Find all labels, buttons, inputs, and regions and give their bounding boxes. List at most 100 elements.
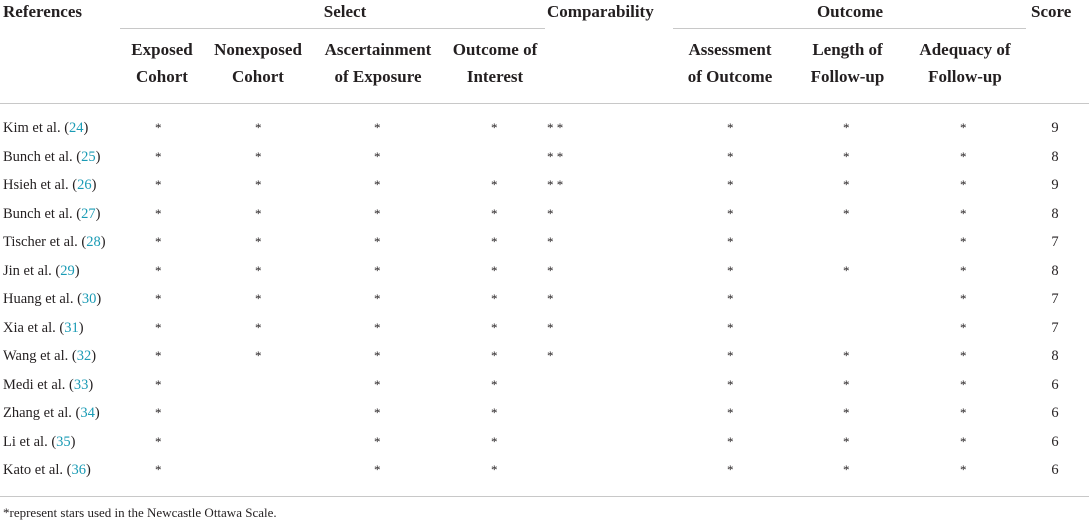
comparability-cell: * (547, 262, 554, 278)
reference-author: Jin et al. ( (3, 262, 61, 279)
ascertainment-cell: * (374, 348, 381, 363)
exposed-cohort-cell: * (155, 148, 162, 164)
adequacy-cell: * (960, 234, 967, 249)
length-of-follow-up-cell: * (843, 376, 850, 392)
score-cell: 7 (1051, 291, 1059, 307)
header-outcome: Outcome (816, 2, 884, 21)
header-adequacy-of-follow-up: Adequacy of Follow-up (919, 40, 1011, 86)
citation-link[interactable]: 34 (80, 405, 95, 421)
score-cell: 9 (1051, 177, 1059, 193)
ascertainment-cell: * (374, 177, 381, 192)
reference-author: Kato et al. ( (3, 462, 72, 478)
outcome-of-interest-cell: * (491, 433, 498, 449)
table-row: Kato et al. (36) * * * * * * 6 (0, 456, 1089, 484)
comparability-cell: * * (547, 120, 564, 135)
score-cell: 6 (1051, 433, 1059, 450)
assessment-cell: * (727, 433, 734, 449)
reference-close-paren: ) (74, 262, 80, 279)
ascertainment-cell: * (374, 262, 381, 278)
reference-author: Kim et al. ( (3, 120, 70, 136)
reference-cell: Li et al. (35) (3, 428, 76, 456)
reference-author: Bunch et al. ( (3, 205, 82, 222)
header-ascertainment-of-exposure: Ascertainment of Exposure (324, 40, 432, 86)
table-row: Li et al. (35) * * * * * * 6 (0, 428, 1089, 456)
ascertainment-cell: * (374, 234, 381, 249)
adequacy-cell: * (960, 177, 967, 192)
reference-close-paren: ) (95, 205, 101, 222)
assessment-cell: * (727, 405, 734, 420)
assessment-cell: * (727, 376, 734, 392)
reference-close-paren: ) (85, 462, 91, 478)
reference-close-paren: ) (95, 148, 101, 165)
assessment-cell: * (727, 148, 734, 164)
adequacy-cell: * (960, 405, 967, 420)
citation-link[interactable]: 33 (73, 376, 89, 393)
reference-cell: Wang et al. (32) (3, 342, 96, 370)
outcome-of-interest-cell: * (491, 291, 498, 306)
adequacy-cell: * (960, 148, 967, 164)
table-row: Kim et al. (24) * * * * * * * * * 9 (0, 114, 1089, 142)
exposed-cohort-cell: * (155, 177, 162, 192)
citation-link[interactable]: 36 (71, 462, 86, 478)
comparability-cell: * (547, 234, 554, 249)
table-row: Hsieh et al. (26) * * * * * * * * * 9 (0, 171, 1089, 199)
table-footnote: *represent stars used in the Newcastle O… (3, 505, 277, 520)
length-of-follow-up-cell: * (843, 462, 850, 477)
reference-cell: Kim et al. (24) (3, 114, 88, 142)
adequacy-cell: * (960, 319, 967, 335)
ascertainment-cell: * (374, 291, 381, 306)
citation-link[interactable]: 35 (56, 433, 71, 450)
header-comparability: Comparability (547, 2, 654, 21)
header-score: Score (1031, 2, 1072, 21)
exposed-cohort-cell: * (155, 120, 162, 135)
outcome-of-interest-cell: * (491, 348, 498, 363)
nonexposed-cohort-cell: * (255, 348, 262, 363)
citation-link[interactable]: 25 (81, 148, 96, 165)
score-cell: 9 (1051, 120, 1059, 136)
adequacy-cell: * (960, 205, 967, 221)
citation-link[interactable]: 27 (81, 205, 96, 222)
citation-link[interactable]: 28 (86, 234, 101, 250)
reference-close-paren: ) (88, 376, 94, 393)
outcome-of-interest-cell: * (491, 234, 498, 249)
reference-cell: Medi et al. (33) (3, 371, 93, 399)
reference-author: Xia et al. ( (3, 319, 65, 336)
exposed-cohort-cell: * (155, 262, 162, 278)
table-row: Wang et al. (32) * * * * * * * * 8 (0, 342, 1089, 370)
assessment-cell: * (727, 348, 734, 363)
score-cell: 8 (1051, 348, 1059, 364)
comparability-cell: * (547, 291, 554, 306)
assessment-cell: * (727, 120, 734, 135)
citation-link[interactable]: 31 (64, 319, 79, 336)
score-cell: 7 (1051, 319, 1059, 336)
comparability-cell: * * (547, 177, 564, 192)
reference-author: Wang et al. ( (3, 348, 77, 364)
exposed-cohort-cell: * (155, 205, 162, 221)
outcome-of-interest-cell: * (491, 319, 498, 335)
score-cell: 7 (1051, 234, 1059, 250)
citation-link[interactable]: 26 (77, 177, 92, 193)
reference-cell: Jin et al. (29) (3, 257, 80, 285)
exposed-cohort-cell: * (155, 433, 162, 449)
table-row: Zhang et al. (34) * * * * * * 6 (0, 399, 1089, 427)
exposed-cohort-cell: * (155, 376, 162, 392)
score-cell: 8 (1051, 205, 1059, 222)
adequacy-cell: * (960, 348, 967, 363)
adequacy-cell: * (960, 462, 967, 477)
ascertainment-cell: * (374, 462, 381, 477)
citation-link[interactable]: 32 (76, 348, 92, 364)
citation-link[interactable]: 29 (60, 262, 75, 279)
nonexposed-cohort-cell: * (255, 262, 262, 278)
adequacy-cell: * (960, 291, 967, 306)
reference-close-paren: ) (78, 319, 84, 336)
reference-close-paren: ) (100, 234, 106, 250)
header-nonexposed-cohort: Nonexposed Cohort (214, 40, 302, 86)
ascertainment-cell: * (374, 148, 381, 164)
nonexposed-cohort-cell: * (255, 148, 262, 164)
length-of-follow-up-cell: * (843, 348, 850, 363)
nonexposed-cohort-cell: * (255, 120, 262, 135)
header-bottom-rule (0, 103, 1089, 104)
citation-link[interactable]: 30 (81, 291, 97, 307)
citation-link[interactable]: 24 (69, 120, 84, 136)
ascertainment-cell: * (374, 205, 381, 221)
